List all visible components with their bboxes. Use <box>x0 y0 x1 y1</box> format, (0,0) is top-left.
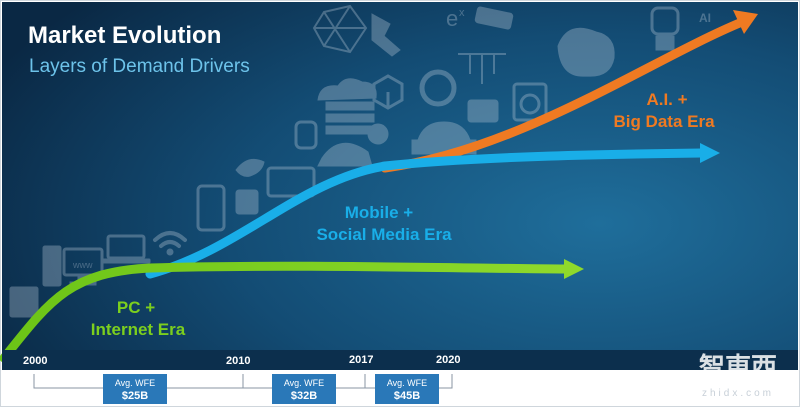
medical-kit-icon <box>467 99 499 123</box>
phone-touch-icon <box>196 184 226 232</box>
server-bar-1 <box>325 101 375 111</box>
www-label: www <box>72 260 93 270</box>
watermark: 智東西 zhidx.com <box>699 353 777 399</box>
wifi-dot <box>166 248 174 256</box>
wfe-value-2000s: $25B <box>122 390 148 402</box>
twitter-icon <box>235 158 265 177</box>
slide-title: Market Evolution <box>28 22 221 49</box>
icon-cloud: AI www e x <box>9 4 711 318</box>
exp-e-label: e <box>446 6 458 31</box>
wfe-box-2017 <box>375 374 439 404</box>
ai-era-label-line1: A.I. + <box>646 90 687 109</box>
smartwatch-icon <box>294 120 318 150</box>
year-2017: 2017 <box>349 354 373 366</box>
vr-headset-icon <box>317 142 373 167</box>
user-head-icon <box>367 123 389 145</box>
mobile-era-label-line2: Social Media Era <box>316 225 452 244</box>
cube-icon <box>372 74 404 110</box>
slide-subtitle: Layers of Demand Drivers <box>29 56 250 77</box>
wfe-box-2000s <box>103 374 167 404</box>
pc-era-arrow <box>0 261 571 363</box>
floppy-icon <box>9 286 39 318</box>
polyhedron-icon <box>312 4 368 54</box>
ai-era-arrowhead <box>733 10 758 34</box>
year-2020: 2020 <box>436 354 460 366</box>
wfe-label-2010s: Avg. WFE <box>284 378 324 388</box>
circuit-icon <box>458 53 506 84</box>
pc-era-label-line1: PC + <box>117 298 155 317</box>
timeline-bar <box>2 350 798 370</box>
year-2000: 2000 <box>23 355 47 367</box>
wfe-box-2010s <box>272 374 336 404</box>
exp-x-label: x <box>459 7 465 19</box>
robot-face-icon <box>650 6 680 51</box>
wifi-icon <box>153 231 187 248</box>
mobile-era-arrowhead <box>700 143 720 163</box>
washing-machine-icon <box>512 82 548 122</box>
ai-chip-label: AI <box>699 11 711 25</box>
wfe-label-2000s: Avg. WFE <box>115 378 155 388</box>
pc-era-arrowhead <box>564 259 584 279</box>
lens-icon <box>419 69 457 107</box>
ai-era-label-line2: Big Data Era <box>613 112 715 131</box>
cctv-icon <box>474 6 514 30</box>
pc-era-label-line2: Internet Era <box>91 320 186 339</box>
tablet-icon <box>266 166 316 198</box>
car-icon <box>411 121 477 155</box>
watermark-latin: zhidx.com <box>702 388 774 399</box>
wfe-value-2010s: $32B <box>291 390 317 402</box>
server-bar-3 <box>325 125 375 135</box>
desktop-tower-icon <box>42 245 62 287</box>
year-2010: 2010 <box>226 355 250 367</box>
laptop-icon <box>101 234 151 264</box>
brain-icon <box>557 27 615 77</box>
mobile-era-arrow <box>145 148 707 279</box>
mobile-era-label-line1: Mobile + <box>345 203 414 222</box>
facebook-icon <box>235 189 259 215</box>
server-bar-2 <box>325 113 375 123</box>
wfe-value-2017: $45B <box>394 390 420 402</box>
robot-arm-icon <box>371 13 401 57</box>
watermark-cn: 智東西 <box>699 353 777 383</box>
wfe-label-2017: Avg. WFE <box>387 378 427 388</box>
cloud-icon <box>317 78 377 101</box>
